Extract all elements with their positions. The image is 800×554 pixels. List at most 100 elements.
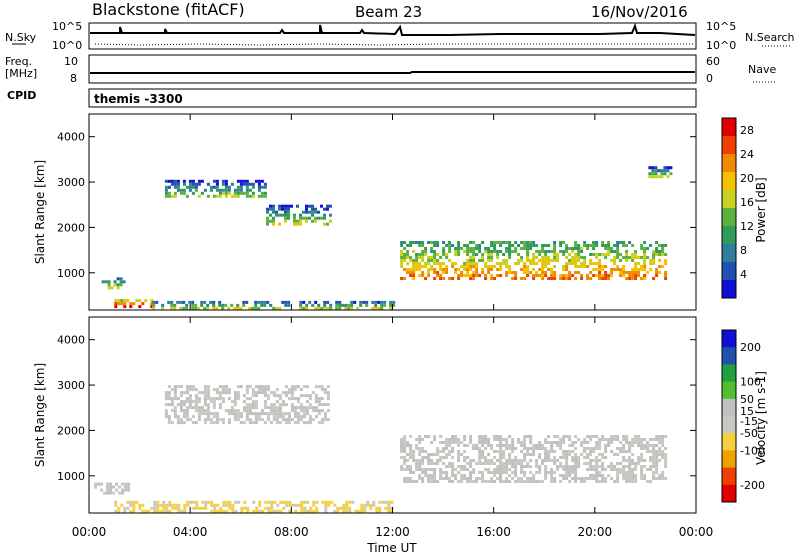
cell-vel-2 [311, 418, 315, 422]
cell-power-5 [421, 256, 425, 259]
cell-power-5 [457, 277, 461, 280]
cell-power-5 [424, 262, 428, 265]
cell-vel-3 [493, 471, 497, 474]
cell-power-6 [651, 175, 655, 179]
cell-vel-3 [625, 450, 629, 453]
cell-vel-3 [655, 459, 659, 462]
cell-power-5 [622, 274, 626, 277]
cell-vel-1 [132, 506, 136, 510]
cell-vel-1 [258, 509, 262, 513]
cell-vel-3 [436, 447, 440, 450]
cell-power-2 [260, 303, 264, 307]
cell-power-5 [502, 262, 506, 265]
cell-vel-1 [135, 500, 139, 504]
cell-power-6 [657, 175, 661, 179]
cell-power-5 [655, 274, 659, 277]
cell-vel-1 [354, 509, 358, 513]
colorbar-tick-label: 15 [740, 405, 754, 418]
cell-power-5 [433, 244, 437, 247]
cell-vel-2 [206, 388, 210, 392]
cell-power-5 [598, 277, 602, 280]
cell-vel-3 [637, 462, 641, 465]
colorbar-tick-label: 24 [740, 148, 754, 161]
cell-power-5 [643, 277, 647, 280]
cell-vel-3 [523, 456, 527, 459]
cell-power-5 [502, 241, 506, 244]
cell-power-5 [484, 265, 488, 268]
cell-vel-3 [505, 480, 509, 483]
cell-power-5 [565, 274, 569, 277]
cell-power-5 [580, 256, 584, 259]
freq-right-label: Nave [748, 63, 776, 76]
cell-vel-2 [224, 391, 228, 395]
y-tick-label: 4000 [57, 334, 85, 347]
cell-vel-2 [167, 397, 171, 401]
cell-vel-3 [580, 477, 584, 480]
cell-power-0 [113, 280, 117, 284]
cell-vel-2 [281, 400, 285, 404]
cell-power-5 [643, 253, 647, 256]
cell-vel-2 [269, 421, 273, 425]
cell-power-2 [335, 300, 339, 304]
cell-vel-2 [326, 418, 330, 422]
cell-power-3 [224, 194, 228, 198]
cell-vel-3 [520, 450, 524, 453]
cell-power-5 [400, 277, 404, 280]
cell-vel-2 [185, 400, 189, 404]
cell-vel-2 [167, 394, 171, 398]
cell-power-2 [302, 300, 306, 304]
cell-vel-3 [619, 462, 623, 465]
cell-vel-3 [622, 459, 626, 462]
cell-power-5 [520, 247, 524, 250]
cell-power-5 [598, 262, 602, 265]
cell-power-5 [508, 241, 512, 244]
cell-vel-3 [655, 477, 659, 480]
cell-power-3 [230, 182, 234, 186]
cell-power-2 [188, 300, 192, 304]
cell-power-5 [652, 253, 656, 256]
cell-vel-2 [215, 412, 219, 416]
y-tick-label: 3000 [57, 379, 85, 392]
cell-vel-2 [305, 394, 309, 398]
cell-vel-3 [655, 465, 659, 468]
cell-power-5 [445, 253, 449, 256]
cell-vel-3 [634, 468, 638, 471]
cell-power-4 [281, 204, 284, 208]
cell-vel-3 [499, 444, 503, 447]
cell-vel-3 [514, 468, 518, 471]
cell-vel-2 [278, 412, 282, 416]
cell-power-5 [421, 250, 425, 253]
cell-power-5 [541, 244, 545, 247]
cell-power-2 [236, 303, 240, 307]
cell-power-2 [185, 303, 189, 307]
cell-vel-3 [658, 447, 662, 450]
cell-vel-1 [264, 506, 268, 510]
cell-power-4 [293, 219, 296, 223]
cell-vel-2 [302, 385, 306, 389]
cell-vel-0 [100, 482, 104, 486]
cell-power-5 [430, 247, 434, 250]
y-tick-label: 1000 [57, 470, 85, 483]
cell-vel-3 [442, 462, 446, 465]
cell-power-2 [182, 300, 186, 304]
cell-vel-3 [577, 459, 581, 462]
cell-vel-2 [245, 415, 249, 419]
cell-vel-3 [616, 462, 620, 465]
cell-vel-3 [496, 435, 500, 438]
cell-vel-3 [661, 471, 665, 474]
cell-power-5 [622, 271, 626, 274]
cell-vel-0 [112, 485, 116, 489]
cell-vel-0 [97, 482, 101, 486]
cell-power-3 [206, 194, 210, 198]
cell-power-2 [197, 306, 201, 310]
cell-power-5 [580, 265, 584, 268]
cell-vel-1 [360, 503, 364, 507]
cell-vel-1 [390, 506, 394, 510]
colorbar-swatch [722, 172, 736, 191]
cell-vel-3 [406, 459, 410, 462]
cell-vel-1 [378, 509, 382, 513]
y-tick-label: 2000 [57, 424, 85, 437]
cell-power-5 [538, 274, 542, 277]
cell-power-5 [616, 256, 620, 259]
cell-vel-3 [652, 450, 656, 453]
